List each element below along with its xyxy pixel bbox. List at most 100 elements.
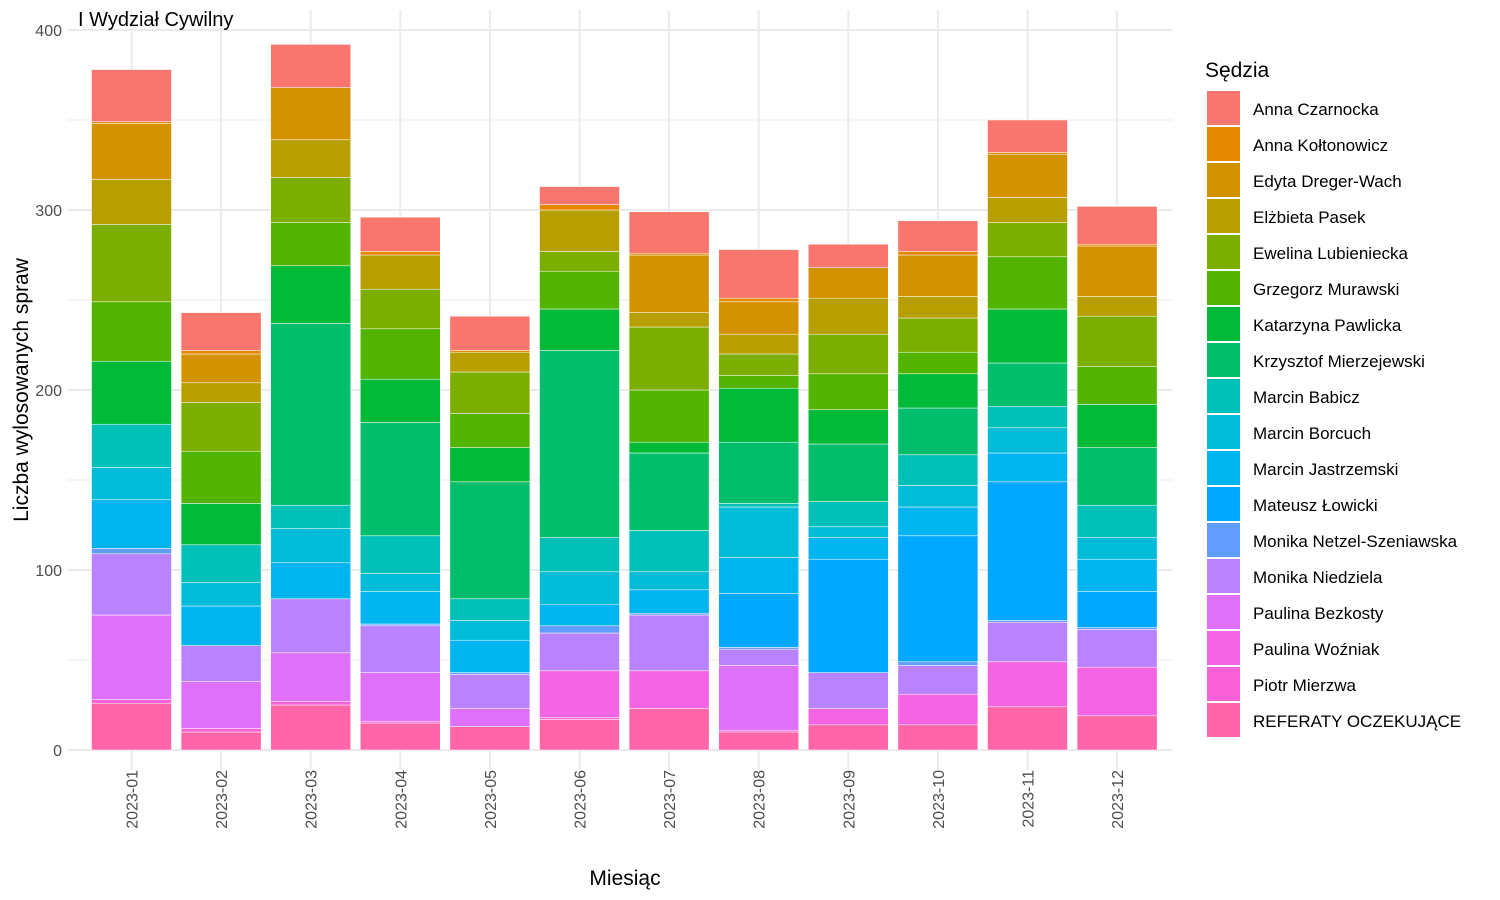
bar-segment	[718, 387, 799, 443]
bar-segment	[270, 528, 351, 564]
bar-segment	[360, 722, 441, 751]
bar-segment	[987, 256, 1068, 310]
bar-segment	[449, 726, 531, 751]
x-tick-label: 2023-02	[214, 770, 231, 829]
bar-segment	[628, 708, 710, 751]
bar-segment	[897, 661, 979, 666]
bar-segment	[987, 197, 1068, 223]
bar-segment	[180, 450, 262, 504]
bar-segment	[1076, 206, 1158, 245]
bar-segment	[718, 731, 799, 751]
bar-segment	[539, 537, 620, 573]
bar-segment	[539, 204, 620, 211]
bar-segment	[449, 620, 531, 641]
bar-segment	[91, 301, 172, 362]
x-axis-ticks: 2023-01 2023-02 2023-03 2023-04 2023-05 2023-…	[125, 770, 1128, 829]
bar-segment	[180, 382, 262, 403]
bar-segment	[360, 535, 441, 574]
bar-segment	[897, 220, 979, 252]
bar-segment	[539, 350, 620, 538]
bar-segment	[808, 537, 889, 560]
bar-segment	[628, 441, 710, 454]
bar-segment	[628, 571, 710, 591]
bar-segment	[180, 582, 262, 607]
bar-segment	[628, 530, 710, 573]
bar-segment	[180, 503, 262, 546]
bar-segment	[808, 501, 889, 528]
legend-label: Marcin Babicz	[1253, 388, 1360, 407]
bar-segment	[1076, 629, 1158, 668]
legend-label: Monika Niedziela	[1253, 568, 1383, 587]
bar-segment	[897, 251, 979, 256]
bar-segment	[1076, 504, 1158, 538]
bar-segment	[808, 267, 889, 299]
bar-segment	[539, 625, 620, 634]
bar-segment	[628, 211, 710, 254]
bar-segment	[987, 427, 1068, 454]
bar-segment	[180, 728, 262, 733]
legend-label: Edyta Dreger-Wach	[1253, 172, 1402, 191]
bar-segment	[628, 589, 710, 614]
bar-segment	[718, 557, 799, 594]
legend-label: Grzegorz Murawski	[1253, 280, 1399, 299]
legend-key	[1207, 379, 1240, 413]
x-axis-title: Miesiąc	[589, 867, 660, 890]
bar-segment	[539, 719, 620, 751]
legend-key	[1207, 127, 1240, 161]
bar-segment	[449, 447, 531, 483]
legend-key	[1207, 91, 1240, 125]
bar-segment	[91, 69, 172, 123]
bar-segment	[808, 297, 889, 335]
bar-segment	[808, 558, 889, 673]
legend: Sędzia Anna Czarnocka Anna Kołtonowicz Edy…	[1205, 59, 1461, 737]
bar-segment	[91, 699, 172, 704]
bar-segment	[180, 350, 262, 355]
bar-segment	[91, 553, 172, 616]
legend-label: Elżbieta Pasek	[1253, 208, 1366, 227]
bar-segment	[1076, 537, 1158, 560]
legend-label: Katarzyna Pawlicka	[1253, 316, 1402, 335]
bar-segment	[270, 323, 351, 506]
bar-segment	[718, 648, 799, 666]
bar-segment	[360, 591, 441, 625]
bar-segment	[539, 270, 620, 310]
legend-title: Sędzia	[1205, 59, 1270, 82]
bar-segment	[539, 632, 620, 672]
legend-key	[1207, 343, 1240, 377]
legend-key	[1207, 631, 1240, 665]
legend-label: Anna Czarnocka	[1253, 100, 1379, 119]
bar-segment	[91, 179, 172, 225]
bar-segment	[360, 720, 441, 724]
y-tick-label: 100	[35, 563, 62, 580]
bar-segment	[628, 614, 710, 672]
bar-segment	[180, 605, 262, 646]
legend-key	[1207, 523, 1240, 557]
bar-segment	[360, 328, 441, 380]
bar-segment	[539, 186, 620, 205]
bar-segment	[987, 152, 1068, 155]
bar-segment	[1076, 447, 1158, 506]
y-tick-label: 400	[35, 23, 62, 40]
bar-segment	[808, 443, 889, 502]
bar-segment	[1076, 558, 1158, 592]
bar-segment	[1076, 666, 1158, 717]
legend-label: REFERATY OCZEKUJĄCE	[1253, 712, 1461, 731]
bar-segment	[718, 665, 799, 731]
bar-segment	[180, 731, 262, 751]
bar-segment	[1076, 404, 1158, 448]
legend-label: Paulina Bezkosty	[1253, 604, 1384, 623]
bar-segment	[449, 350, 531, 353]
bar-segment	[360, 288, 441, 330]
bar-segment	[270, 265, 351, 324]
bar-segment	[897, 693, 979, 726]
legend-label: Monika Netzel-Szeniawska	[1253, 532, 1458, 551]
bar-segment	[1076, 296, 1158, 317]
bar-segment	[539, 670, 620, 718]
bar-segment	[987, 222, 1068, 258]
bar-segment	[628, 252, 710, 256]
bar-segment	[270, 177, 351, 223]
bar-segment	[808, 526, 889, 538]
bar-segment	[987, 620, 1068, 623]
bar-segment	[628, 389, 710, 443]
bar-segment	[808, 409, 889, 445]
